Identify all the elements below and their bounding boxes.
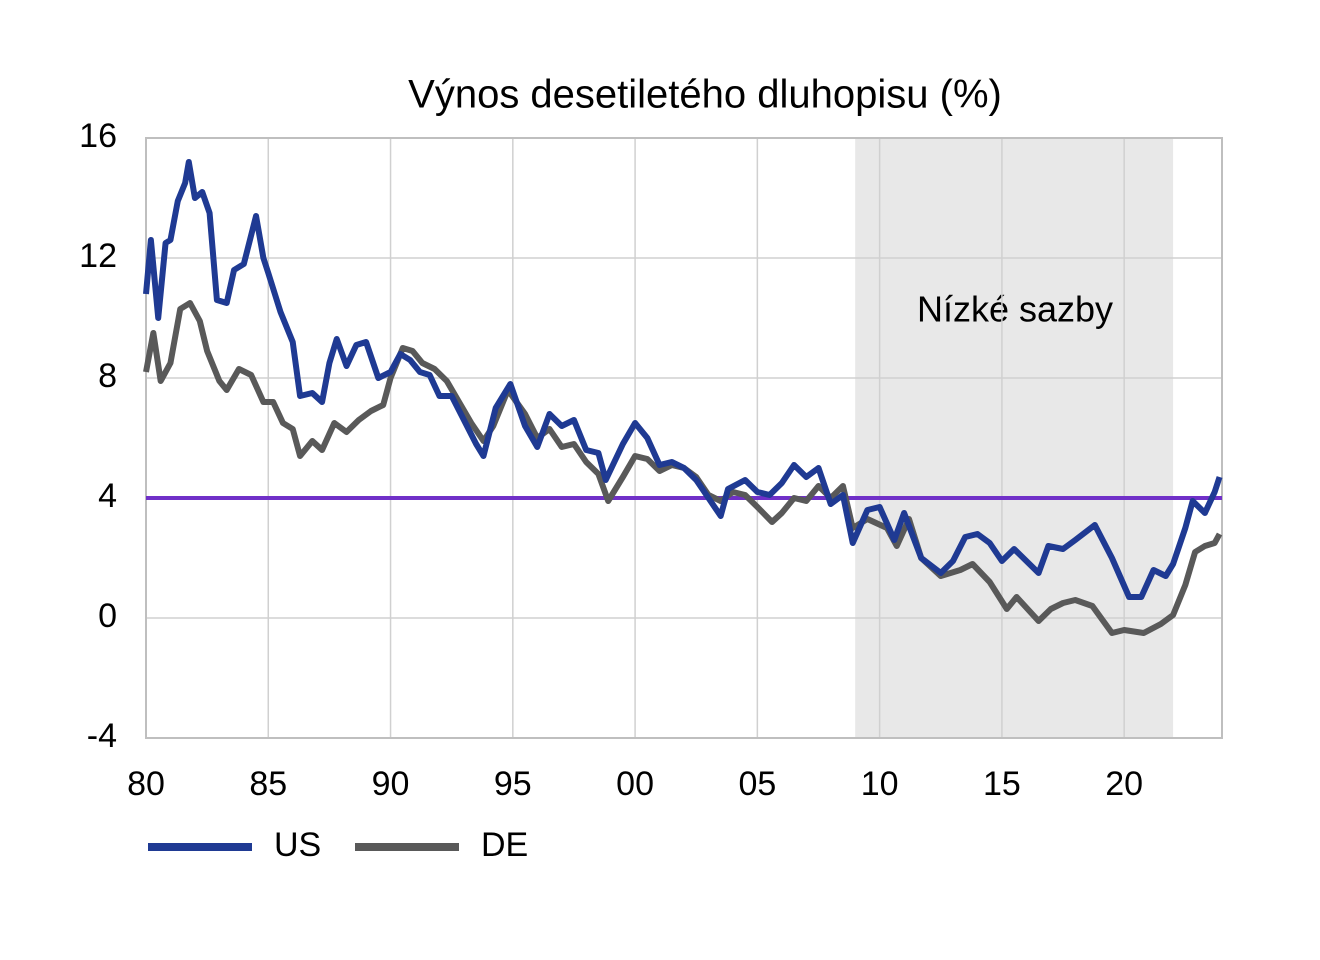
y-tick-label: 0 (98, 597, 117, 635)
x-tick-label: 95 (494, 765, 532, 803)
x-tick-label: 20 (1105, 765, 1143, 803)
y-tick-label: 16 (79, 117, 117, 155)
x-tick-label: 05 (738, 765, 776, 803)
x-tick-label: 15 (983, 765, 1021, 803)
chart-title: Výnos desetiletého dluhopisu (%) (408, 73, 1002, 117)
series-line (143, 300, 1223, 636)
y-tick-label: 4 (98, 477, 117, 515)
shaded-region (855, 138, 1174, 738)
x-tick-label: 85 (249, 765, 287, 803)
series-line (143, 159, 1223, 600)
legend-label: US (274, 826, 321, 864)
x-tick-label: 80 (127, 765, 165, 803)
plot-border (145, 137, 1223, 739)
y-tick-label: 8 (98, 357, 117, 395)
x-tick-label: 90 (372, 765, 410, 803)
x-tick-label: 00 (616, 765, 654, 803)
shaded-label: Nízké sazby (917, 289, 1113, 330)
y-tick-label: -4 (87, 717, 117, 755)
y-tick-label: 12 (79, 237, 117, 275)
x-tick-label: 10 (861, 765, 899, 803)
legend-label: DE (481, 826, 528, 864)
